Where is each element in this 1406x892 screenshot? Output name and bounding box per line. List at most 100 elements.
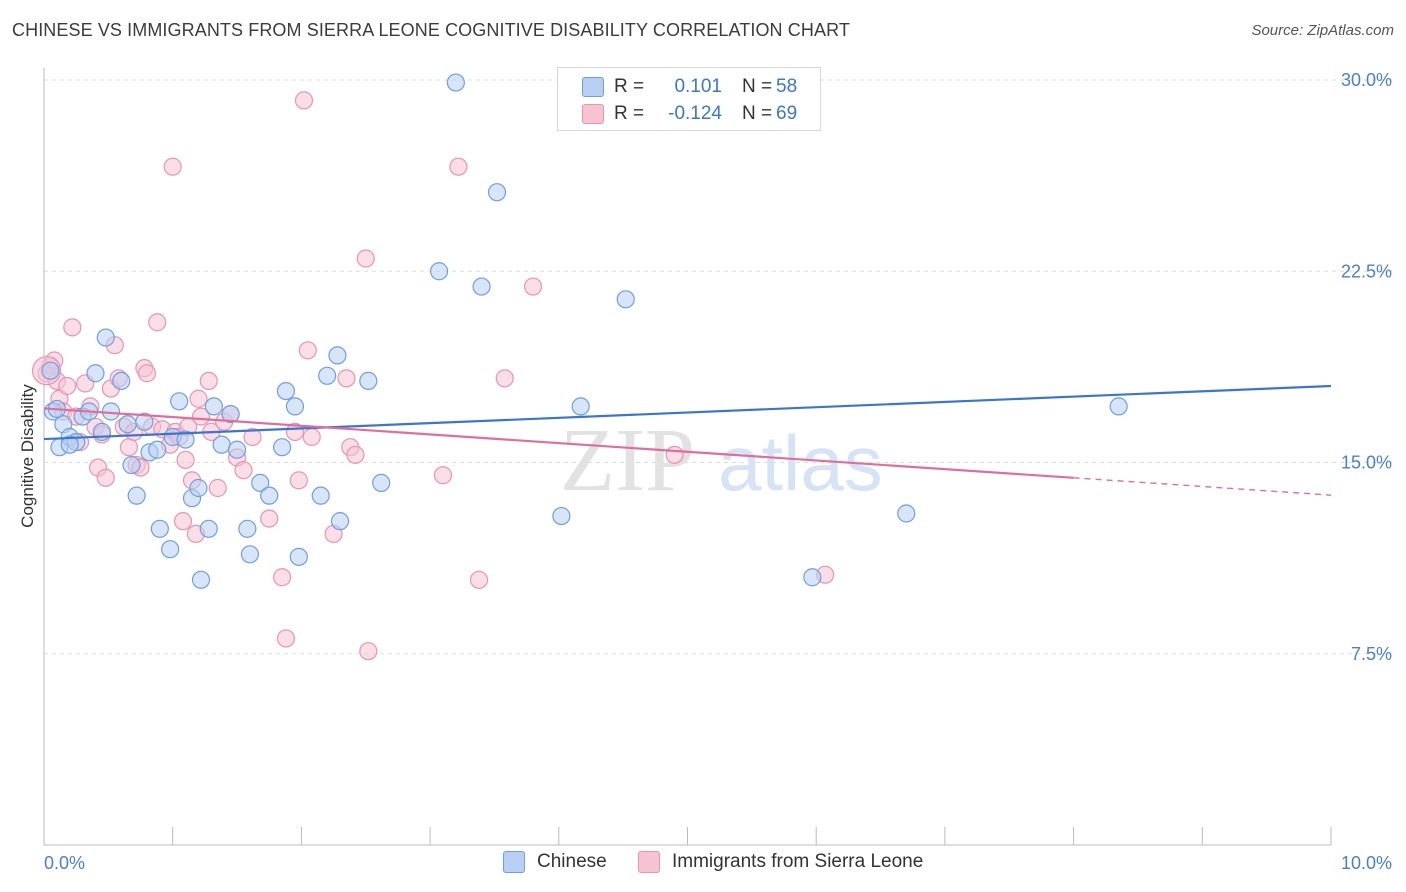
chinese-point: [122, 455, 141, 475]
legend-item-chinese: Chinese: [503, 851, 607, 873]
chinese-point: [616, 290, 635, 309]
chinese-point: [311, 486, 330, 505]
sierra-leone-point: [189, 389, 208, 408]
sierra-leone-point: [665, 445, 684, 464]
chinese-point: [227, 440, 247, 459]
legend-n-label: N =: [742, 103, 773, 124]
chinese-point: [328, 346, 347, 365]
sierra-leone-trend-line: [43, 407, 1074, 479]
legend-r-label: R =: [614, 103, 645, 124]
chinese-point: [251, 473, 270, 492]
chart-title: CHINESE VS IMMIGRANTS FROM SIERRA LEONE …: [12, 20, 850, 40]
sierra-leone-point: [359, 642, 378, 661]
sierra-leone-point: [234, 461, 253, 480]
chinese-point: [96, 328, 115, 347]
legend-r-value: -0.124: [668, 103, 722, 124]
chinese-point: [276, 382, 296, 401]
sierra-leone-point: [243, 427, 262, 447]
sierra-leone-point: [191, 407, 211, 426]
sierra-leone-point: [208, 478, 227, 498]
x-axis-ticks: [43, 827, 1332, 845]
chinese-legend-swatch: [503, 851, 525, 873]
sierra-leone-point: [199, 371, 218, 390]
sierra-leone-point: [63, 318, 82, 337]
chinese-swatch: [582, 77, 604, 97]
sierra-leone-point: [337, 369, 356, 388]
series-legend: Chinese Immigrants from Sierra Leone: [0, 851, 1406, 877]
sierra-leone-point: [176, 450, 195, 470]
sierra-leone-point: [523, 277, 543, 296]
chinese-point: [170, 392, 189, 411]
legend-n-value: 58: [776, 76, 798, 97]
chinese-point: [60, 435, 79, 454]
x-tick-label-min: 0.0%: [44, 853, 85, 873]
chinese-point: [118, 415, 137, 434]
sierra-leone-point: [96, 468, 115, 487]
sierra-leone-trend-extension: [1073, 477, 1332, 496]
source-label: Source: ZipAtlas.com: [1251, 22, 1394, 39]
sierra-leone-point: [260, 509, 279, 528]
series-sierra-leone-points: [31, 91, 835, 661]
gridlines: [44, 79, 1393, 655]
chinese-point: [191, 570, 211, 589]
chinese-point: [472, 277, 491, 296]
chinese-point: [86, 364, 105, 383]
chinese-point: [221, 404, 240, 424]
chinese-point: [112, 371, 131, 390]
sierra-leone-point: [272, 568, 292, 587]
chinese-point: [803, 568, 822, 587]
chinese-point: [487, 183, 507, 202]
sierra-leone-point: [137, 364, 157, 383]
sierra-leone-point: [294, 91, 314, 110]
legend-r-value: 0.101: [674, 76, 722, 97]
chinese-point: [41, 361, 60, 380]
chinese-point: [199, 519, 218, 538]
chinese-point: [1109, 397, 1128, 416]
chinese-point: [318, 366, 337, 385]
chinese-point: [161, 540, 180, 559]
chinese-point: [135, 412, 154, 431]
chinese-point: [330, 512, 350, 531]
y-axis-tick-labels: 7.5% 15.0% 22.5% 30.0%: [1341, 70, 1392, 664]
legend-n-value: 69: [776, 103, 798, 124]
sierra-leone-point: [148, 313, 167, 332]
y-axis-label: Cognitive Disability: [18, 384, 37, 528]
sierra-leone-point: [346, 445, 365, 464]
legend-row-sierra-leone: R = -0.124 N = 69: [582, 102, 797, 126]
sierra-leone-point: [302, 427, 321, 447]
chinese-point: [289, 547, 308, 566]
legend-label-chinese: Chinese: [537, 851, 607, 872]
x-tick-label-max: 10.0%: [1341, 853, 1392, 873]
sierra-leone-point: [173, 512, 193, 531]
chinese-point: [238, 519, 257, 538]
chinese-point: [204, 397, 223, 416]
legend-item-sierra-leone: Immigrants from Sierra Leone: [638, 851, 923, 873]
chinese-point: [212, 435, 231, 454]
sierra-leone-point: [495, 369, 514, 388]
y-tick-label: 15.0%: [1341, 453, 1392, 473]
chinese-point: [176, 430, 195, 449]
chinese-point: [359, 371, 378, 390]
correlation-legend: R = 0.101 N = 58 R = -0.124 N = 69: [557, 67, 821, 131]
chinese-point: [189, 478, 208, 498]
y-tick-label: 30.0%: [1341, 70, 1392, 90]
chinese-point: [446, 73, 465, 92]
chinese-point: [897, 504, 916, 523]
chinese-point: [430, 262, 449, 281]
chinese-point: [148, 440, 167, 459]
series-chinese-points: [41, 73, 1128, 589]
y-tick-label: 7.5%: [1351, 644, 1392, 664]
chinese-point: [150, 519, 169, 538]
sierra-leone-point: [119, 438, 139, 457]
sierra-leone-point: [469, 570, 489, 589]
chinese-point: [372, 473, 391, 492]
sierra-leone-point: [433, 466, 453, 485]
legend-label-sierra-leone: Immigrants from Sierra Leone: [672, 851, 924, 872]
chinese-point: [272, 438, 292, 457]
legend-r-label: R =: [614, 76, 645, 97]
chinese-point: [552, 506, 571, 526]
sierra-leone-point: [163, 157, 182, 176]
sierra-leone-legend-swatch: [638, 851, 660, 873]
chinese-point: [571, 397, 590, 416]
